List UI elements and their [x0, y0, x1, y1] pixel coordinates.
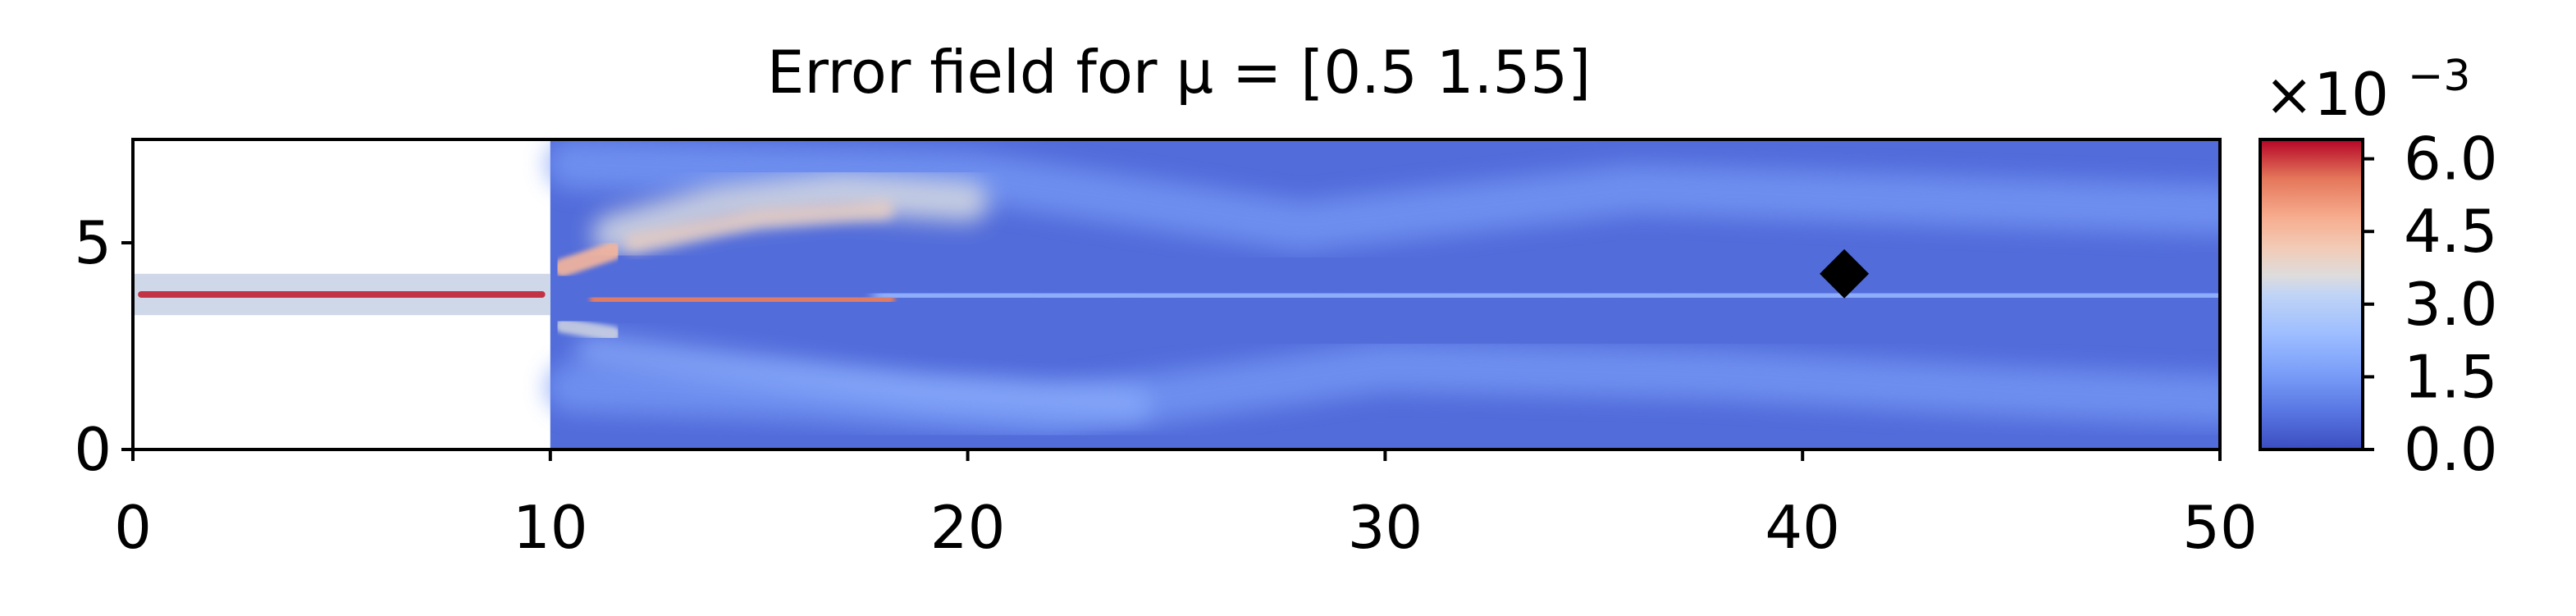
y-tick-label: 0	[74, 415, 112, 484]
colorbar-offset-label: ×10 −3	[2264, 52, 2471, 129]
x-tick-label: 0	[114, 493, 152, 562]
x-tick-label: 10	[513, 493, 588, 562]
x-tick-label: 40	[1765, 493, 1840, 562]
y-axis: 05	[74, 208, 133, 484]
lower-shear-layer	[575, 334, 1152, 421]
x-tick-label: 50	[2182, 493, 2258, 562]
colorbar-offset-exponent: −3	[2408, 52, 2471, 101]
colorbar-tick-label: 3.0	[2404, 270, 2498, 339]
central-streak	[871, 282, 2220, 309]
colorbar-tick-label: 6.0	[2404, 125, 2498, 194]
y-tick-label: 5	[74, 208, 112, 277]
expansion-corner-upper	[554, 242, 623, 277]
x-axis: 0 10 20 30 40 50	[114, 449, 2258, 562]
jet-core	[589, 288, 895, 312]
colorbar-gradient	[2259, 138, 2364, 451]
colorbar-ticks: 0.01.53.04.56.0	[2363, 125, 2498, 484]
x-tick-label: 20	[930, 493, 1006, 562]
upper-wall-band	[546, 139, 2220, 251]
colorbar: 0.01.53.04.56.0 ×10 −3	[2259, 52, 2498, 484]
expansion-corner-lower	[555, 317, 621, 341]
upper-shear-core	[623, 199, 894, 253]
colorbar-tick-label: 1.5	[2404, 342, 2498, 411]
lower-wall-band	[546, 342, 2220, 437]
colorbar-tick-label: 0.0	[2404, 415, 2498, 484]
probe-marker-diamond	[1820, 249, 1870, 299]
chart-title: Error field for μ = [0.5 1.55]	[767, 38, 1591, 107]
plot-frame	[131, 138, 2222, 451]
colorbar-offset-base: ×10	[2264, 60, 2389, 129]
upper-shear-layer	[592, 172, 989, 255]
colorbar-tick-label: 4.5	[2404, 197, 2498, 266]
plot-area	[131, 138, 2222, 451]
error-field-layer	[133, 139, 2220, 437]
x-tick-label: 30	[1348, 493, 1423, 562]
